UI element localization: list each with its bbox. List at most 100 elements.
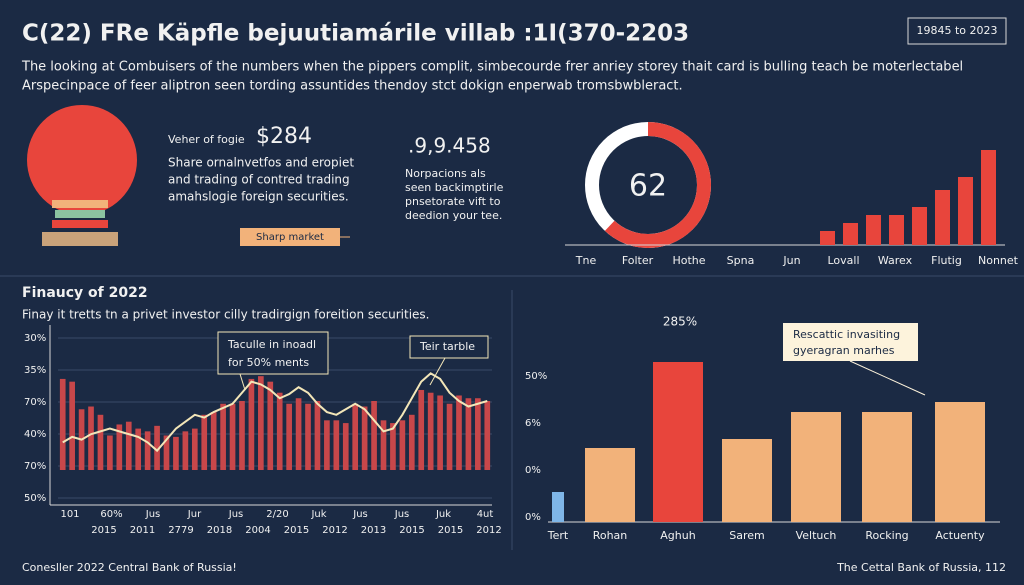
x-tick-label: Aghuh	[660, 529, 695, 542]
stat-text: Norpacions als	[405, 167, 486, 180]
x-tick-label: Flutig	[931, 254, 962, 267]
bar	[220, 403, 226, 470]
annotation-pointer	[429, 357, 446, 386]
badge-box	[907, 17, 1007, 45]
x-tick-label: Spna	[727, 254, 755, 267]
x-tick-label: Jus	[145, 509, 161, 520]
annotation-box	[409, 335, 489, 359]
x-tick-label: Juk	[435, 509, 451, 520]
bar	[97, 414, 104, 470]
x-tick-label: 60%	[100, 509, 122, 520]
stat-amount: $284	[256, 124, 312, 149]
bar	[380, 420, 387, 470]
bar	[862, 412, 912, 522]
y-tick-label: 40%	[24, 429, 46, 440]
bar	[163, 435, 170, 470]
x-tick-label: Jus	[352, 509, 368, 520]
bar	[408, 414, 415, 470]
x-tick-label: Veltuch	[796, 529, 837, 542]
y-tick-label: 70%	[24, 461, 46, 472]
bar	[276, 392, 283, 470]
title: C(22) FRe Käpfle bejuutiamárile villab :…	[22, 21, 689, 47]
x-tick-label: 2018	[207, 525, 232, 536]
donut-label: 62	[629, 169, 667, 204]
x-tick-label: 2779	[168, 525, 193, 536]
x-tick-label: Nonnet	[978, 254, 1019, 267]
annotation-pointer	[849, 360, 926, 396]
section-title: Finaucy of 2022	[22, 285, 148, 301]
bar	[791, 412, 841, 522]
bar	[371, 401, 377, 470]
book-icon	[55, 210, 105, 218]
x-tick-label: 2/20	[266, 509, 288, 520]
stand-icon	[42, 232, 118, 246]
stat-text: and trading of contred trading	[168, 173, 350, 187]
x-tick-label: 2011	[130, 525, 155, 536]
bar	[585, 448, 635, 522]
stat-figure: .9,9.458	[408, 134, 491, 158]
y-tick-label: 50%	[24, 493, 46, 504]
x-tick-label: 2004	[245, 525, 270, 536]
x-tick-label: Jun	[782, 254, 800, 267]
bar	[653, 362, 703, 522]
x-tick-label: 2015	[438, 525, 463, 536]
x-tick-label: 2015	[91, 525, 116, 536]
bar	[248, 378, 255, 470]
bar	[333, 420, 340, 470]
bar	[88, 406, 94, 470]
bar	[305, 403, 311, 470]
bar	[135, 428, 142, 470]
bar	[843, 223, 858, 245]
x-tick-label: Actuenty	[935, 529, 985, 542]
bar	[59, 378, 66, 470]
bar	[552, 492, 564, 522]
bar	[889, 215, 904, 245]
x-tick-label: Tne	[575, 254, 597, 267]
x-tick-label: Folter	[622, 254, 654, 267]
annotation: Rescattic invasiting	[793, 328, 900, 341]
bar	[820, 231, 835, 245]
donut-arc	[604, 122, 711, 248]
bar	[958, 177, 973, 245]
bar	[201, 414, 208, 470]
stat-text: deedion your tee.	[405, 209, 502, 222]
book-icon	[52, 200, 108, 208]
y-tick-label: 0%	[525, 465, 541, 476]
x-tick-label: 101	[60, 509, 79, 520]
button[interactable]	[240, 228, 340, 246]
bar	[418, 389, 425, 470]
x-tick-label: 2013	[361, 525, 386, 536]
y-tick-label: 6%	[525, 418, 541, 429]
bar	[352, 403, 359, 470]
bar	[154, 425, 160, 470]
x-tick-label: Rohan	[593, 529, 628, 542]
annotation-pointer	[239, 373, 246, 391]
bar	[446, 403, 453, 470]
y-tick-label: 30%	[24, 333, 46, 344]
annotation: gyeragran marhes	[793, 344, 895, 357]
x-tick-label: Jur	[187, 509, 202, 520]
x-tick-label: Warex	[878, 254, 913, 267]
y-tick-label: 50%	[525, 371, 547, 382]
bar	[437, 395, 443, 470]
section-subtitle: Finay it tretts tn a privet investor cil…	[22, 308, 430, 322]
bar	[722, 439, 772, 522]
stat-text: seen backimptirle	[405, 181, 504, 194]
bar	[935, 190, 950, 245]
bar	[324, 420, 330, 470]
top-label: 285%	[663, 315, 697, 329]
bar	[935, 402, 985, 522]
bar	[295, 398, 302, 470]
button-label[interactable]: Sharp market	[256, 232, 324, 243]
bar	[125, 421, 132, 470]
x-tick-label: Lovall	[827, 254, 859, 267]
x-tick-label: Rocking	[865, 529, 908, 542]
annotation-box	[217, 331, 329, 375]
bar	[456, 395, 462, 470]
book-icon	[52, 220, 108, 228]
coin-icon	[27, 105, 137, 215]
bar	[866, 215, 881, 245]
y-tick-label: 0%	[525, 512, 541, 523]
x-tick-label: Sarem	[729, 529, 765, 542]
